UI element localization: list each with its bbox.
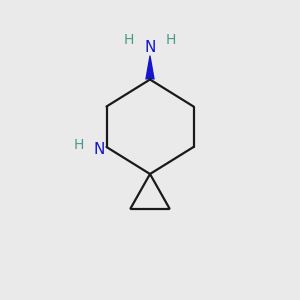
Text: N: N xyxy=(144,40,156,56)
Text: H: H xyxy=(74,138,84,152)
Text: N: N xyxy=(93,142,105,158)
Text: H: H xyxy=(166,33,176,46)
Text: H: H xyxy=(124,33,134,46)
Polygon shape xyxy=(145,56,155,80)
